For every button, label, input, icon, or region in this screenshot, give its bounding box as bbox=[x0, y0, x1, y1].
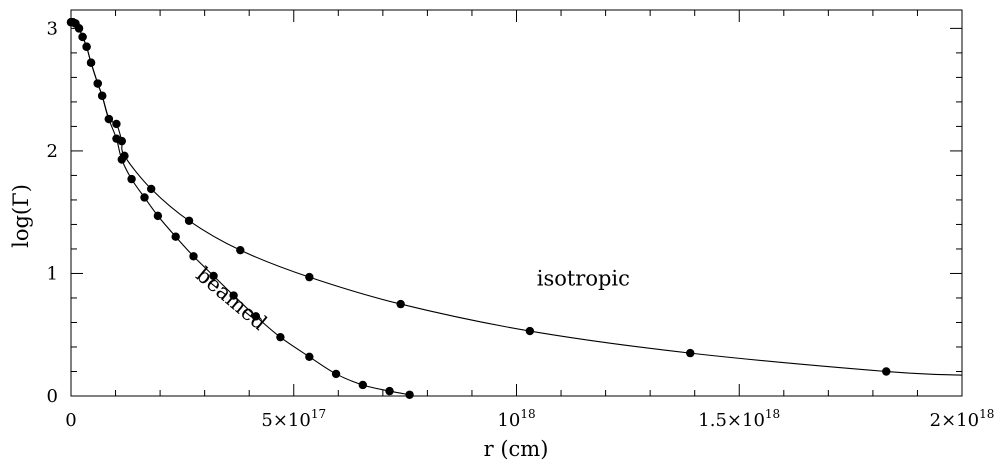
data-point-1 bbox=[358, 380, 368, 390]
data-point-0 bbox=[184, 216, 194, 225]
data-point-1 bbox=[189, 252, 198, 261]
plot-border bbox=[70, 9, 963, 397]
data-point-1 bbox=[104, 114, 114, 124]
data-point-1 bbox=[127, 174, 136, 184]
data-point-1 bbox=[82, 42, 91, 51]
data-point-1 bbox=[74, 24, 84, 33]
y-axis-title: log(Γ) bbox=[9, 184, 33, 248]
annotations: isotropic beamed bbox=[191, 262, 629, 334]
tick-labels: 0 5×1017 1018 1.5×1018 2×1018 0 1 2 3 bbox=[47, 18, 995, 431]
data-point-0 bbox=[112, 119, 121, 129]
data-point-1 bbox=[140, 193, 149, 202]
data-point-1 bbox=[405, 390, 414, 399]
data-point-1 bbox=[229, 291, 238, 300]
data-point-1 bbox=[93, 79, 102, 88]
data-point-1 bbox=[276, 332, 285, 342]
x-tick-label: 2×1018 bbox=[930, 407, 995, 431]
y-tick-label: 0 bbox=[47, 386, 58, 407]
data-point-1 bbox=[97, 91, 107, 100]
points-layer bbox=[66, 18, 891, 399]
series-line-1 bbox=[70, 21, 410, 396]
data-point-1 bbox=[86, 58, 96, 67]
data-point-1 bbox=[78, 32, 87, 42]
x-tick-label: 0 bbox=[65, 410, 76, 431]
plot-frame bbox=[70, 9, 963, 397]
x-tick-label: 1.5×1018 bbox=[698, 407, 780, 431]
y-tick-label: 2 bbox=[47, 141, 58, 162]
x-axis-title: r (cm) bbox=[484, 437, 549, 461]
data-point-1 bbox=[117, 155, 126, 164]
data-point-0 bbox=[146, 184, 156, 194]
data-point-0 bbox=[305, 272, 314, 282]
x-tick-label: 5×1017 bbox=[261, 407, 326, 431]
data-point-0 bbox=[882, 367, 891, 376]
data-point-1 bbox=[331, 369, 341, 379]
axis-ticks bbox=[70, 10, 963, 397]
y-tick-label: 3 bbox=[47, 18, 58, 39]
data-point-0 bbox=[236, 245, 245, 255]
data-point-1 bbox=[153, 211, 163, 221]
data-point-0 bbox=[525, 326, 535, 336]
x-tick-label: 1018 bbox=[497, 407, 535, 431]
y-tick-label: 1 bbox=[47, 263, 58, 284]
data-point-1 bbox=[209, 271, 218, 281]
data-point-1 bbox=[171, 232, 180, 241]
curve-annotation: beamed bbox=[191, 262, 271, 334]
data-point-0 bbox=[396, 299, 405, 309]
data-point-1 bbox=[305, 352, 314, 361]
series-line-0 bbox=[70, 21, 963, 376]
data-point-1 bbox=[112, 134, 121, 143]
data-point-0 bbox=[686, 348, 695, 358]
data-point-1 bbox=[385, 386, 394, 396]
curve-annotation: isotropic bbox=[537, 267, 630, 291]
data-point-1 bbox=[251, 312, 261, 321]
series-layer bbox=[70, 21, 963, 396]
